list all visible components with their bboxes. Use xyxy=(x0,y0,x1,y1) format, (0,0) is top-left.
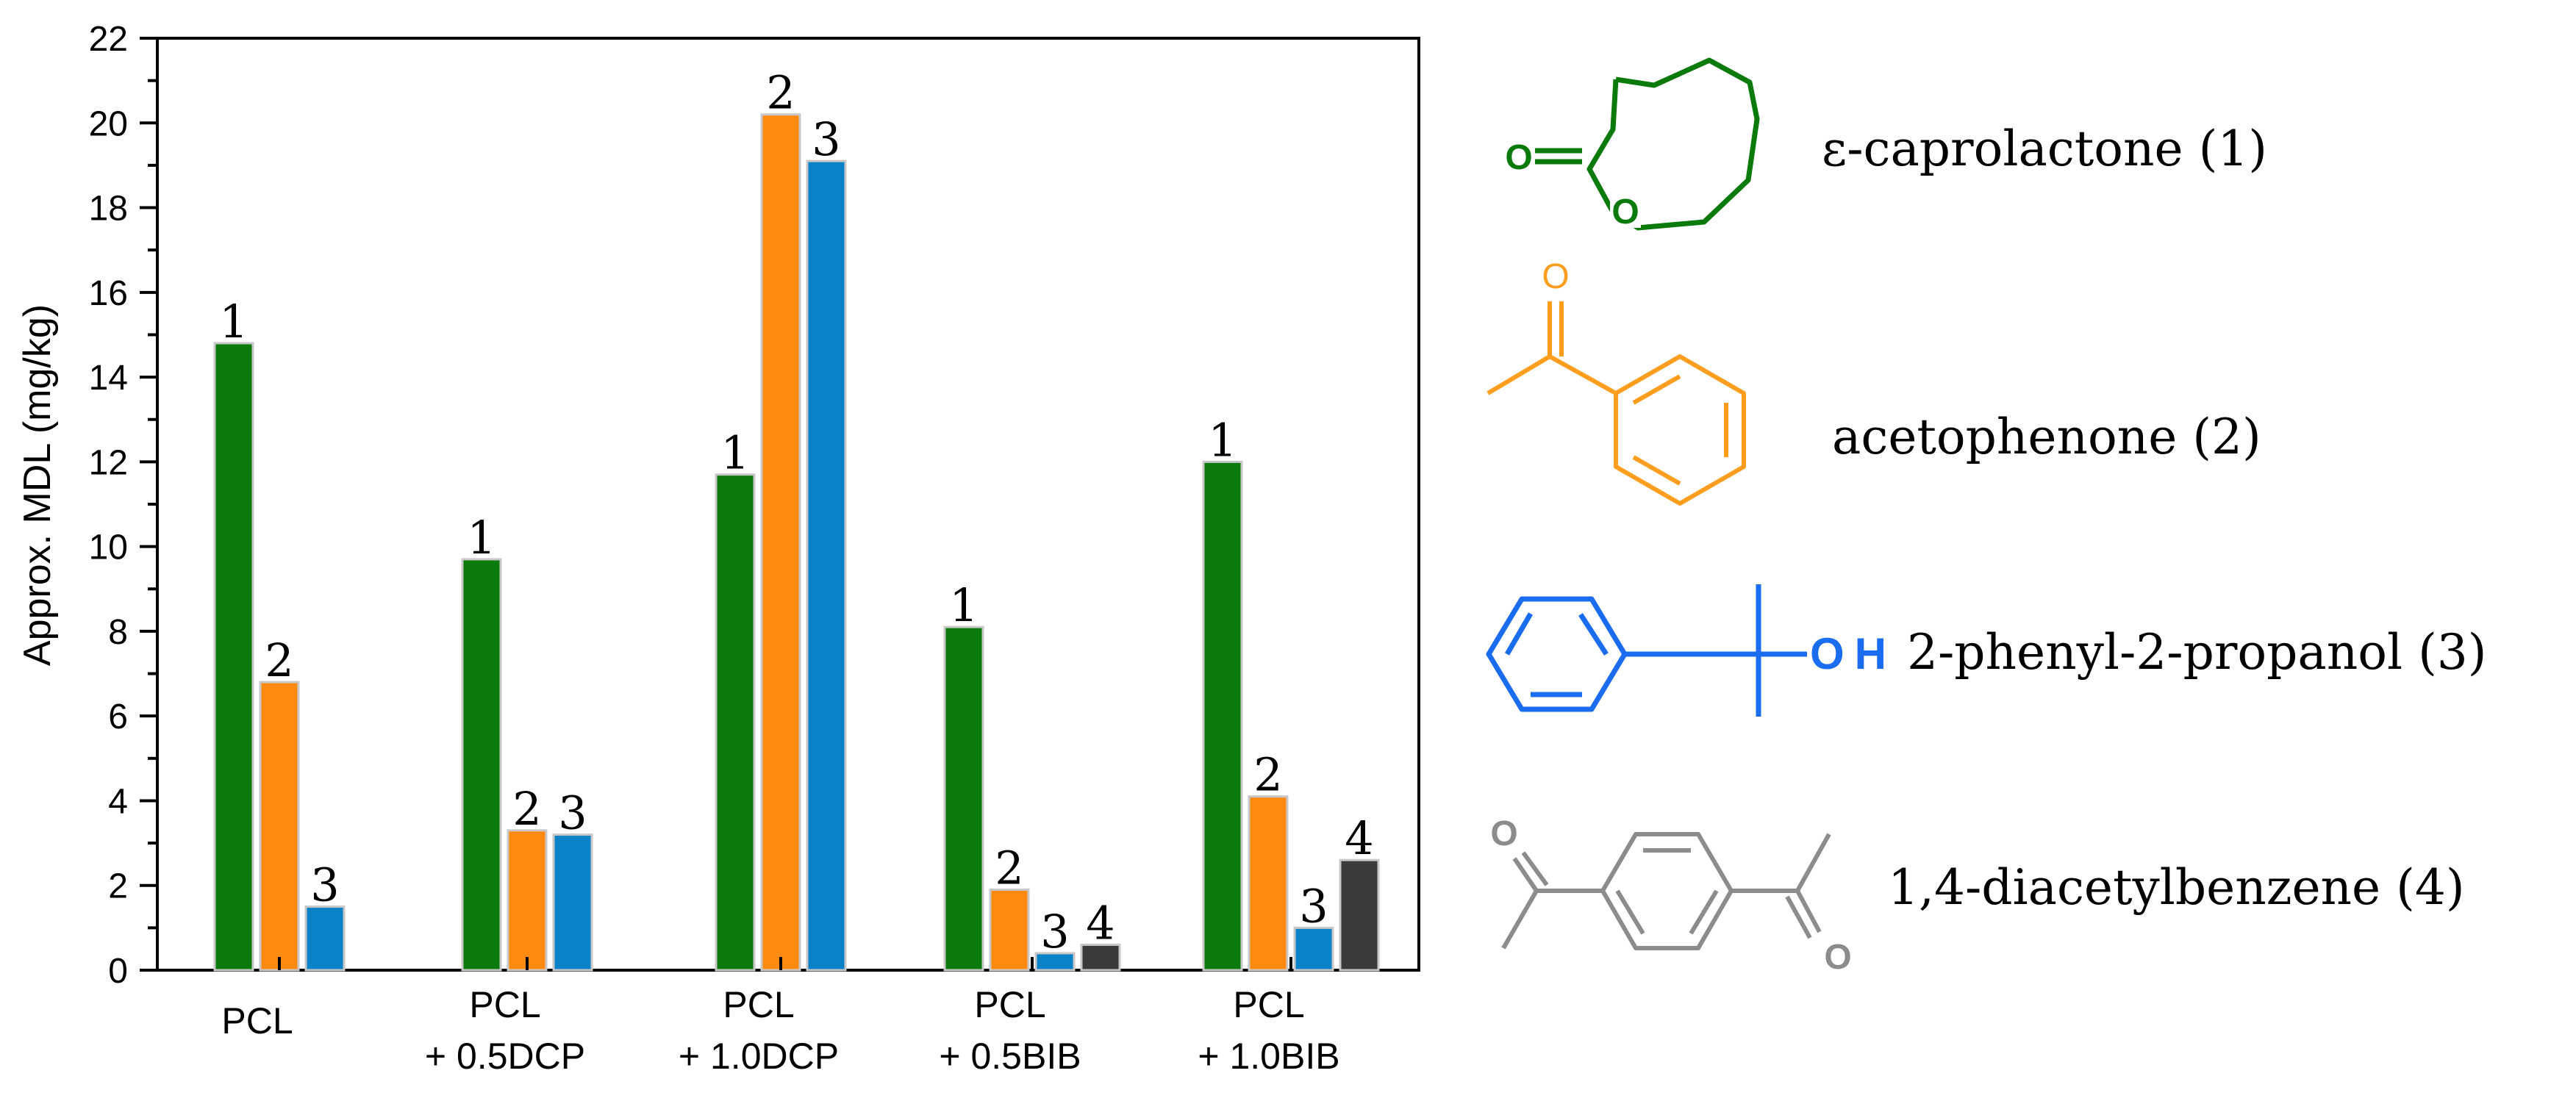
bar-label: 1 xyxy=(720,426,749,480)
y-axis-title: Approx. MDL (mg/kg) xyxy=(16,304,59,666)
caprolactone-ring-oxygen: O xyxy=(1611,193,1639,232)
bar-label: 2 xyxy=(265,634,293,687)
x-tick-label: PCL xyxy=(723,984,794,1025)
caprolactone-carbonyl-oxygen: O xyxy=(1505,138,1532,177)
bar xyxy=(806,159,847,972)
bar-label: 1 xyxy=(467,511,495,564)
bar xyxy=(1339,858,1380,972)
bar xyxy=(507,829,548,972)
x-tick-label: PCL xyxy=(469,984,540,1025)
bar xyxy=(461,558,502,972)
y-tick-label: 20 xyxy=(89,104,128,143)
bar xyxy=(760,113,801,972)
bar-label: 2 xyxy=(1253,748,1282,802)
compound-name-1: ε-caprolactone (1) xyxy=(1822,121,2267,177)
y-tick-label: 10 xyxy=(89,528,128,567)
bar-label: 2 xyxy=(512,782,541,836)
y-tick-label: 22 xyxy=(89,20,128,59)
bar-label: 1 xyxy=(219,295,248,348)
bar xyxy=(1248,795,1289,972)
compound-legend: O O ε-caprolactone (1) O acetophenone (2… xyxy=(1486,57,2487,977)
y-tick-label: 14 xyxy=(89,359,128,398)
bar-label: 3 xyxy=(310,858,339,912)
bar-label: 4 xyxy=(1086,896,1115,950)
bar xyxy=(1293,926,1334,972)
bar xyxy=(1034,952,1076,972)
y-tick-label: 4 xyxy=(108,782,128,821)
x-tick-label: PCL xyxy=(1233,984,1304,1025)
y-tick-label: 2 xyxy=(108,867,128,906)
x-tick-label: + 1.0BIB xyxy=(1198,1036,1339,1077)
bar-label: 1 xyxy=(949,578,978,632)
y-tick-label: 6 xyxy=(108,697,128,736)
bar xyxy=(1202,460,1243,972)
bar xyxy=(989,888,1030,972)
diacetylbenzene-structure xyxy=(1501,832,1831,950)
bar-label: 3 xyxy=(812,112,840,166)
bar-label: 2 xyxy=(766,66,795,120)
phenylpropanol-structure xyxy=(1486,584,1807,717)
acetophenone-structure xyxy=(1486,301,1746,506)
bar xyxy=(213,342,254,972)
x-tick-label: + 0.5DCP xyxy=(425,1036,585,1077)
bar-label: 1 xyxy=(1208,413,1237,467)
bar-label: 3 xyxy=(1040,905,1069,958)
caprolactone-atoms: O O xyxy=(1501,138,1641,232)
bar xyxy=(1080,943,1121,972)
bar xyxy=(259,681,300,972)
phenylpropanol-hydroxyl: OH xyxy=(1810,629,1897,678)
x-tick-label: PCL xyxy=(221,1000,293,1041)
diacetylbenzene-oxygen-left: O xyxy=(1490,814,1517,853)
bar-label: 3 xyxy=(558,786,587,840)
caprolactone-structure xyxy=(1535,57,1760,231)
diacetylbenzene-oxygen-right: O xyxy=(1824,938,1851,977)
bar xyxy=(304,905,346,972)
bar-label: 2 xyxy=(995,841,1023,894)
compound-name-4: 1,4-diacetylbenzene (4) xyxy=(1888,859,2465,916)
x-tick-label: + 1.0DCP xyxy=(679,1036,839,1077)
bar xyxy=(715,473,756,972)
x-tick-label: PCL xyxy=(974,984,1045,1025)
compound-name-2: acetophenone (2) xyxy=(1832,409,2261,465)
bar-label: 4 xyxy=(1345,811,1373,865)
y-tick-label: 16 xyxy=(89,274,128,313)
bar xyxy=(552,833,593,972)
compound-name-3: 2-phenyl-2-propanol (3) xyxy=(1907,624,2487,681)
y-tick-label: 12 xyxy=(89,443,128,482)
acetophenone-oxygen: O xyxy=(1542,257,1569,296)
x-tick-label: + 0.5BIB xyxy=(939,1036,1081,1077)
y-tick-label: 18 xyxy=(89,190,128,229)
bar xyxy=(943,625,984,972)
y-tick-label: 0 xyxy=(108,952,128,991)
bar-label: 3 xyxy=(1299,879,1328,933)
y-tick-label: 8 xyxy=(108,613,128,652)
